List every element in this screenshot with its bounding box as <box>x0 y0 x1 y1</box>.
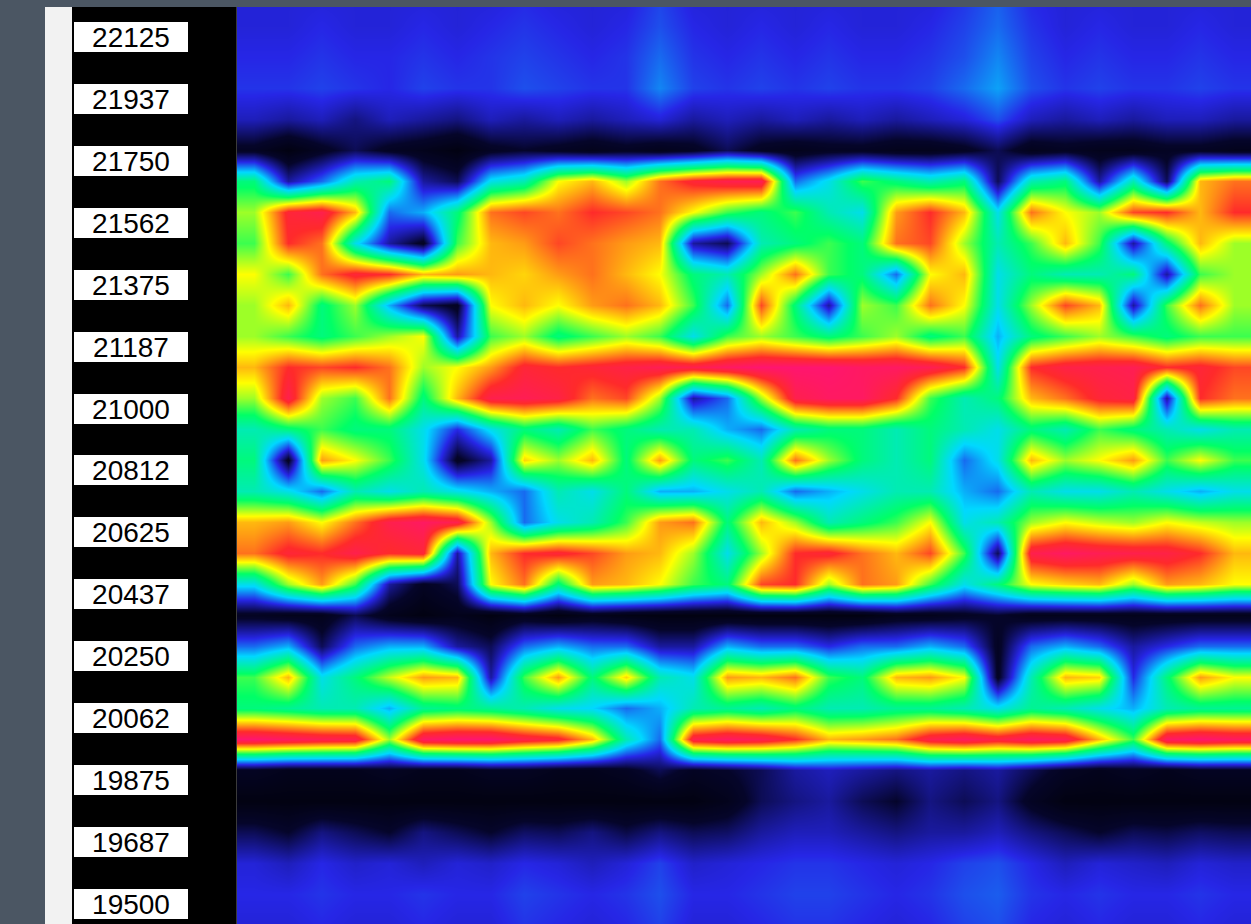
svg-text:21937: 21937 <box>92 84 170 114</box>
svg-text:21187: 21187 <box>93 332 169 362</box>
svg-text:20625: 20625 <box>92 517 170 547</box>
svg-text:20250: 20250 <box>92 641 170 671</box>
svg-text:20812: 20812 <box>92 455 170 485</box>
svg-text:20437: 20437 <box>92 579 170 609</box>
svg-text:22125: 22125 <box>92 22 170 52</box>
svg-text:21000: 21000 <box>92 394 170 424</box>
svg-text:19687: 19687 <box>92 827 170 857</box>
svg-text:21750: 21750 <box>92 146 170 176</box>
svg-text:20062: 20062 <box>92 703 170 733</box>
svg-text:21375: 21375 <box>92 270 170 300</box>
svg-text:19875: 19875 <box>92 765 170 795</box>
svg-text:21562: 21562 <box>92 208 170 238</box>
svg-text:19500: 19500 <box>92 889 170 919</box>
